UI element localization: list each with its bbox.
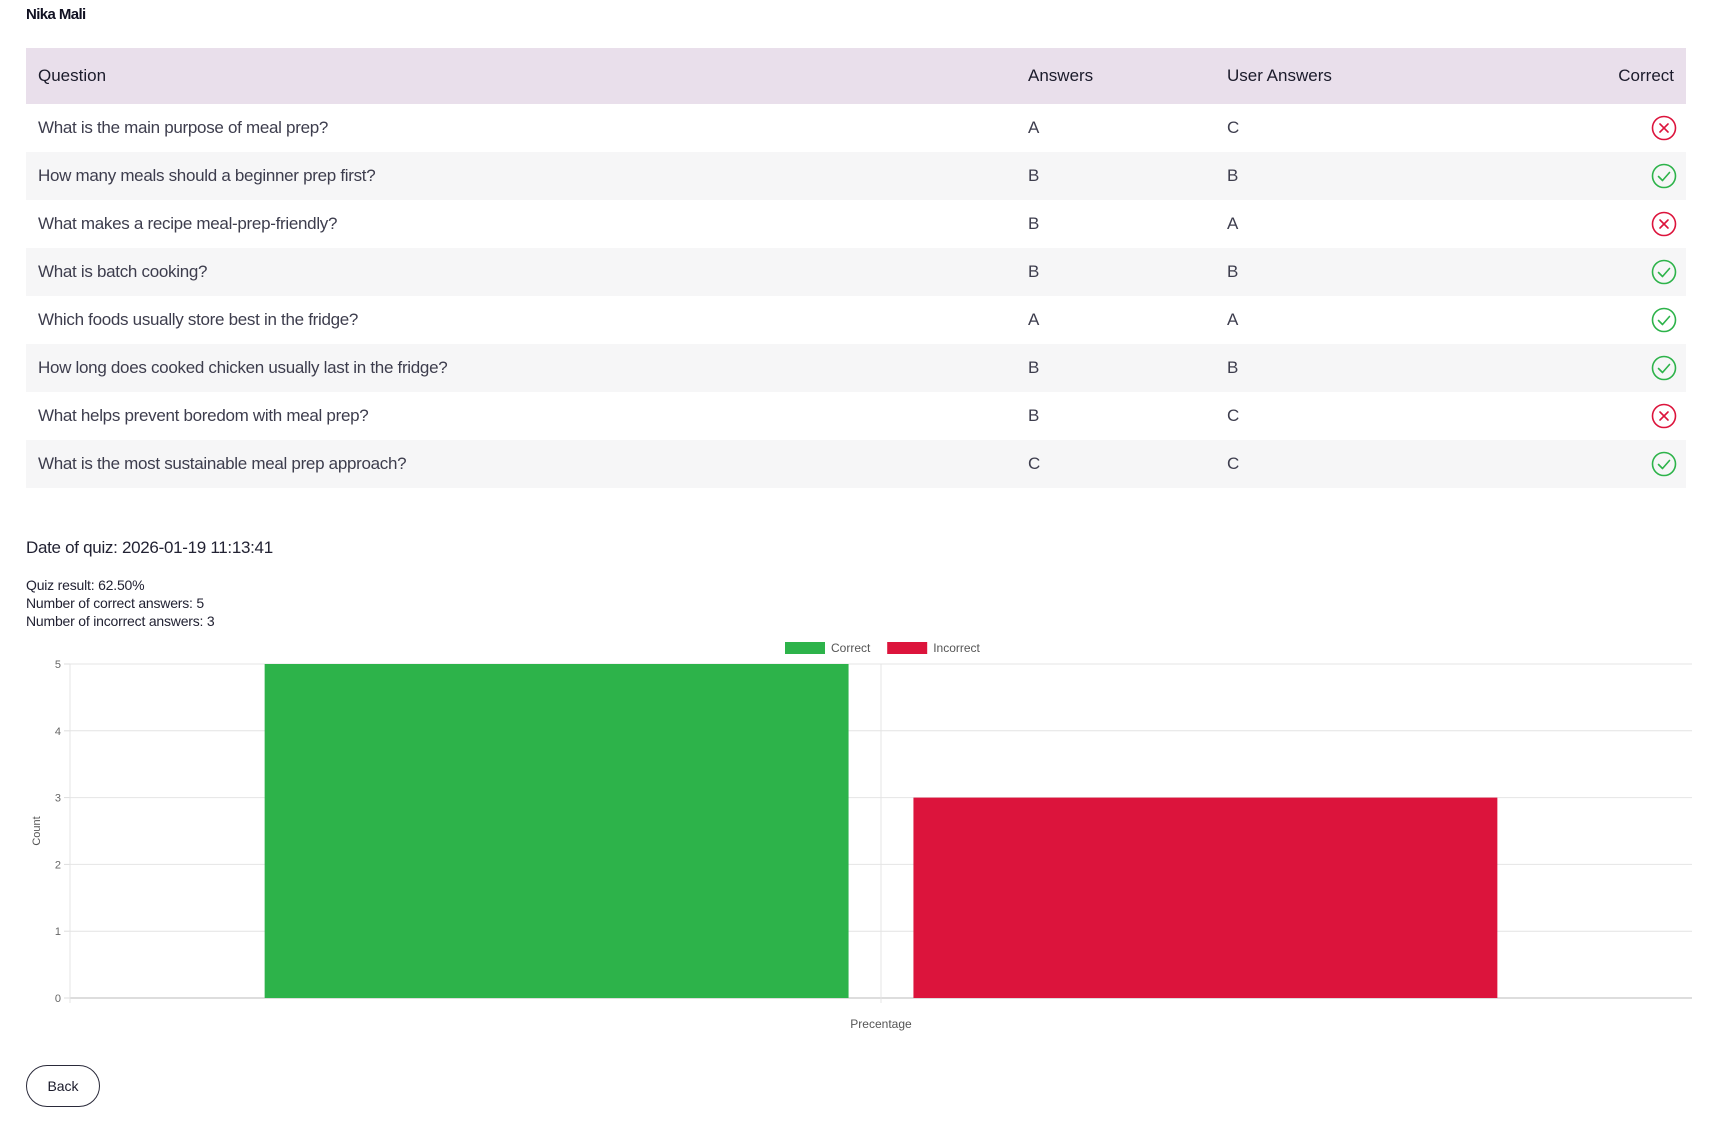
correct-cell <box>1515 248 1686 296</box>
incorrect-count: Number of incorrect answers: 3 <box>26 613 215 629</box>
user-answer-cell: A <box>1227 214 1239 233</box>
x-axis-label: Precentage <box>850 1017 912 1031</box>
y-tick-label: 3 <box>55 793 61 805</box>
user-name: Nika Mali <box>26 6 86 23</box>
header-user-answers: User Answers <box>1227 66 1332 85</box>
user-answer-cell: C <box>1227 118 1239 137</box>
correct-cell <box>1515 152 1686 200</box>
question-cell: How long does cooked chicken usually las… <box>38 358 448 377</box>
question-cell: What is the main purpose of meal prep? <box>38 118 329 137</box>
answer-cell: B <box>1028 166 1040 185</box>
question-cell: What makes a recipe meal-prep-friendly? <box>38 214 338 233</box>
results-bar-chart: 0 1 2 3 4 5 Precentage Count Correct Incorrect <box>31 641 1692 1031</box>
correct-cell <box>1515 104 1686 152</box>
y-tick-label: 1 <box>55 926 61 938</box>
x-circle-icon <box>1651 403 1677 429</box>
bar-correct <box>264 664 849 998</box>
y-tick-label: 2 <box>55 859 61 871</box>
check-circle-icon <box>1651 163 1677 189</box>
back-button[interactable]: Back <box>26 1065 100 1107</box>
question-cell: Which foods usually store best in the fr… <box>38 310 359 329</box>
question-cell: How many meals should a beginner prep fi… <box>38 166 376 185</box>
bar-incorrect <box>913 797 1498 998</box>
table-row: Which foods usually store best in the fr… <box>26 296 1686 344</box>
user-answer-cell: A <box>1227 310 1239 329</box>
quiz-date: Date of quiz: 2026-01-19 11:13:41 <box>26 538 273 557</box>
legend-label-correct: Correct <box>831 641 871 655</box>
answer-cell: A <box>1028 310 1040 329</box>
table-row: What is batch cooking? B B <box>26 248 1686 296</box>
y-tick-label: 4 <box>55 726 61 738</box>
user-answer-cell: B <box>1227 166 1239 185</box>
check-circle-icon <box>1651 307 1677 333</box>
legend-swatch-correct <box>785 642 825 654</box>
answer-cell: B <box>1028 214 1040 233</box>
answer-cell: B <box>1028 406 1040 425</box>
check-circle-icon <box>1651 355 1677 381</box>
check-circle-icon <box>1651 259 1677 285</box>
correct-cell <box>1515 440 1686 488</box>
header-answers: Answers <box>1028 66 1094 85</box>
user-answer-cell: B <box>1227 358 1239 377</box>
table-row: What helps prevent boredom with meal pre… <box>26 392 1686 440</box>
table-row: What is the main purpose of meal prep? A C <box>26 104 1686 152</box>
quiz-result: Quiz result: 62.50% <box>26 577 145 593</box>
table-row: How many meals should a beginner prep fi… <box>26 152 1686 200</box>
user-answer-cell: C <box>1227 406 1239 425</box>
check-circle-icon <box>1651 451 1677 477</box>
question-cell: What is batch cooking? <box>38 262 208 281</box>
table-row: What is the most sustainable meal prep a… <box>26 440 1686 488</box>
table-row: What makes a recipe meal-prep-friendly? B… <box>26 200 1686 248</box>
legend-label-incorrect: Incorrect <box>933 641 980 655</box>
table-header-row: Question Answers User Answers Correct <box>26 48 1686 104</box>
y-axis-label: Count <box>31 816 43 845</box>
x-circle-icon <box>1651 115 1677 141</box>
user-answer-cell: B <box>1227 262 1239 281</box>
header-correct: Correct <box>1618 66 1674 85</box>
correct-cell <box>1515 392 1686 440</box>
x-circle-icon <box>1651 211 1677 237</box>
correct-cell <box>1515 344 1686 392</box>
legend-swatch-incorrect <box>887 642 928 654</box>
answer-cell: C <box>1028 454 1040 473</box>
correct-count: Number of correct answers: 5 <box>26 595 205 611</box>
correct-cell <box>1515 200 1686 248</box>
user-answer-cell: C <box>1227 454 1239 473</box>
table-body: What is the main purpose of meal prep? A C… <box>26 104 1686 488</box>
question-cell: What is the most sustainable meal prep a… <box>38 454 407 473</box>
answer-cell: B <box>1028 358 1040 377</box>
results-chart: 0 1 2 3 4 5 Precentage Count Correct Incorrect <box>0 630 1711 1040</box>
results-table: Question Answers User Answers Correct Wh… <box>26 48 1686 488</box>
y-tick-label: 0 <box>55 993 61 1005</box>
correct-cell <box>1515 296 1686 344</box>
question-cell: What helps prevent boredom with meal pre… <box>38 406 369 425</box>
answer-cell: B <box>1028 262 1040 281</box>
answer-cell: A <box>1028 118 1040 137</box>
quiz-stats: Quiz result: 62.50% Number of correct an… <box>26 576 215 630</box>
header-question: Question <box>38 66 107 85</box>
table-row: How long does cooked chicken usually las… <box>26 344 1686 392</box>
y-tick-label: 5 <box>55 659 61 671</box>
